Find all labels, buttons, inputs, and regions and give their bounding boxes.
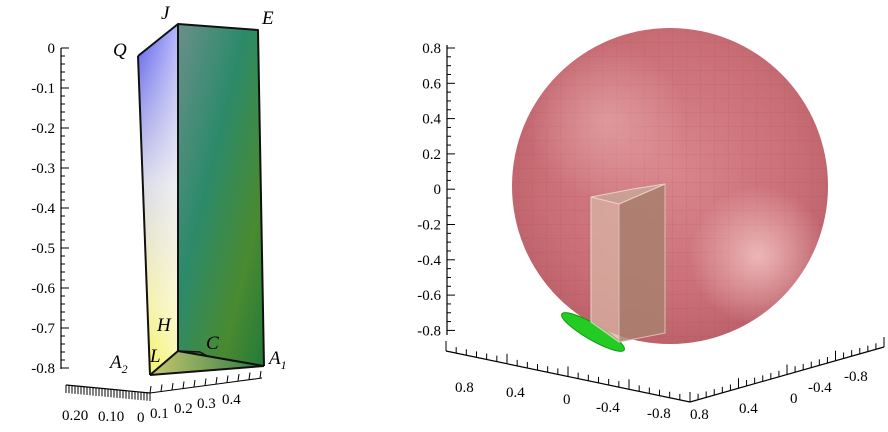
inner-prism-top-face [590, 183, 666, 205]
left-z-tick-label: -0.1 [31, 81, 55, 97]
prism-left-face-highlight [138, 24, 178, 375]
left-bottom-right-minor-tick [226, 375, 229, 383]
left-z-tick-label: 0 [48, 41, 56, 57]
left-bottom-tick-0-3: 0.3 [197, 396, 216, 412]
left-bottom-right-minor-tick [171, 382, 174, 391]
right-bottom-left-labels: 0.8 0.4 0 -0.4 -0.8 [455, 380, 671, 422]
left-bottom-right-minor-tick [149, 385, 152, 394]
right-bottom-right-ticks [689, 337, 885, 402]
right-bottom-right-labels: 0.8 0.4 0 -0.4 -0.8 [690, 369, 868, 423]
left-bottom-right-minor-tick [248, 372, 251, 380]
left-z-tick-label: -0.5 [31, 241, 55, 257]
right-y-tick-0-4: 0.4 [739, 401, 758, 417]
left-bottom-tick-0-4: 0.4 [222, 392, 241, 408]
right-z-tick-label: 0.6 [422, 76, 441, 92]
right-x-tick-0-4: 0.4 [506, 385, 525, 401]
right-z-tick-label: -0.4 [417, 253, 441, 269]
left-bottom-tick-0-2: 0.2 [174, 401, 193, 417]
left-bottom-tick-0-1: 0.1 [150, 406, 169, 422]
left-bottom-right-minor-tick [182, 381, 185, 389]
left-z-tick-label: -0.3 [31, 161, 55, 177]
right-z-tick-label: 0.8 [422, 41, 441, 57]
right-x-tick-0-8: 0.8 [455, 380, 474, 396]
prism-front-face [178, 24, 264, 366]
right-bottom-left-ticks [445, 341, 691, 402]
vertex-label-l: L [149, 346, 161, 367]
right-z-tick-label: -0.6 [417, 288, 441, 304]
right-z-tick-label: -0.2 [417, 218, 441, 234]
vertex-label-e: E [261, 8, 274, 29]
left-bottom-right-minor-tick [160, 384, 163, 392]
vertex-label-q: Q [113, 40, 127, 61]
left-z-tick-label: -0.4 [31, 201, 55, 217]
inner-prism-front-face [618, 183, 666, 343]
right-y-tick-neg-0-4: -0.4 [808, 380, 832, 396]
left-bottom-tick-0-20: 0.20 [62, 408, 88, 424]
left-z-tick-label: -0.7 [31, 321, 55, 337]
right-y-tick-0: 0 [790, 391, 798, 407]
left-bottom-axis-minor-ticks [65, 370, 262, 401]
left-figure: 0-0.1-0.2-0.3-0.4-0.5-0.6-0.7-0.8 Q J E … [31, 3, 286, 426]
vertex-label-c: C [206, 333, 219, 354]
right-x-tick-0: 0 [563, 392, 571, 408]
right-figure: 0.8 0.6 0.4 0.2 0 -0.2 -0.4 -0.6 -0.8 0.8 0.4 0 … [417, 28, 885, 423]
vertex-label-a1: A1 [267, 348, 287, 372]
right-x-tick-neg-0-8: -0.8 [647, 406, 671, 422]
left-bottom-tick-0: 0 [137, 410, 145, 426]
left-bottom-right-minor-tick [204, 378, 207, 386]
right-y-tick-0-8: 0.8 [690, 407, 709, 423]
right-z-tick-label: 0.4 [422, 112, 441, 128]
left-z-axis-ticks: 0 -0.1 -0.2 -0.3 -0.4 -0.5 -0.6 -0.7 -0.8 [31, 41, 69, 377]
prism-bottom-face [150, 351, 264, 375]
sphere-highlight-upper [512, 28, 828, 344]
right-x-tick-neg-0-4: -0.4 [596, 400, 620, 416]
left-z-tick-label: -0.8 [31, 361, 55, 377]
right-y-tick-neg-0-8: -0.8 [844, 369, 868, 385]
right-z-tick-label: 0 [434, 182, 442, 198]
right-z-axis-ticks: 0.8 0.6 0.4 0.2 0 -0.2 -0.4 -0.6 -0.8 [417, 41, 455, 339]
inner-prism-left-face [590, 196, 620, 343]
left-bottom-right-minor-tick [237, 373, 240, 382]
right-z-tick-label: 0.2 [422, 147, 441, 163]
left-bottom-right-minor-tick [215, 376, 218, 385]
left-bottom-axis-labels: 0.20 0.10 0 0.1 0.2 0.3 0.4 [62, 392, 241, 426]
left-bottom-tick-0-10: 0.10 [98, 409, 124, 425]
left-bottom-right-minor-tick [259, 370, 262, 379]
prism-edges [137, 23, 265, 376]
inner-prism [590, 183, 666, 343]
left-bottom-right-minor-tick [193, 379, 196, 388]
vertex-label-j: J [161, 3, 171, 24]
left-bottom-right-axis [149, 377, 263, 394]
vertex-label-h: H [156, 315, 172, 336]
left-z-tick-label: -0.2 [31, 121, 55, 137]
vertex-label-a2: A2 [108, 352, 128, 376]
left-z-tick-label: -0.6 [31, 281, 55, 297]
right-z-tick-label: -0.8 [417, 323, 441, 339]
